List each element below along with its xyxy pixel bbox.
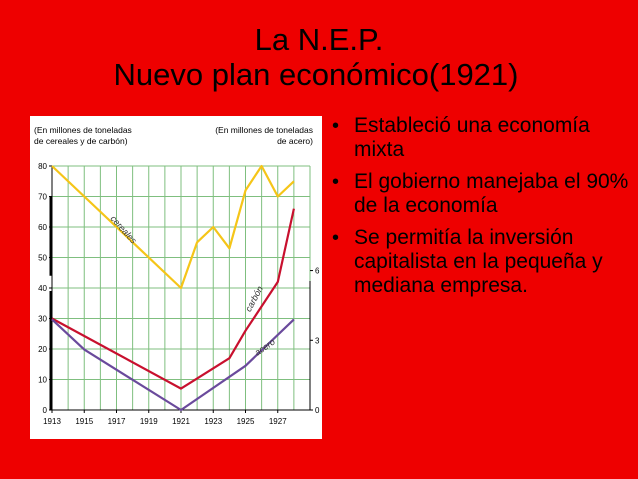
left-tick-label: 80 — [38, 162, 47, 171]
bullet-item: • Estableció una economía mixta — [330, 114, 630, 162]
x-tick-label: 1919 — [140, 417, 158, 426]
bullet-dot-icon: • — [332, 227, 340, 249]
right-tick-label: 6 — [315, 267, 320, 276]
x-tick-label: 1925 — [237, 417, 255, 426]
bullet-dot-icon: • — [332, 115, 340, 137]
left-tick-label: 40 — [38, 284, 47, 293]
title-line-1: La N.E.P. — [254, 22, 384, 57]
bullet-item: • Se permitía la inversión capitalista en… — [330, 226, 630, 298]
right-tick-label: 0 — [315, 406, 320, 415]
slide-title: La N.E.P. Nuevo plan económico(1921) — [0, 22, 638, 92]
left-tick-label: 30 — [38, 315, 47, 324]
right-tick-label: 3 — [315, 336, 320, 345]
left-tick-label: 60 — [38, 223, 47, 232]
chart-axes: 0 10 20 30 40 50 60 70 80 0 3 6 1913 1915 1917 1919 1921… — [38, 162, 320, 426]
title-line-2: Nuevo plan económico(1921) — [113, 57, 519, 92]
bullet-text: Se permitía la inversión capitalista en … — [354, 226, 603, 297]
right-axis-label-line2: de acero) — [277, 136, 313, 146]
bullet-dot-icon: • — [332, 171, 340, 193]
x-tick-label: 1917 — [108, 417, 126, 426]
bullet-list: • Estableció una economía mixta • El gobie… — [330, 114, 630, 306]
left-axis-label-line1: (En millones de toneladas — [34, 125, 132, 135]
series-line-carbón — [51, 208, 295, 390]
bullet-text: Estableció una economía mixta — [354, 114, 590, 161]
series-line-acero — [51, 318, 295, 412]
bullet-item: • El gobierno manejaba el 90% de la econo… — [330, 170, 630, 218]
x-tick-label: 1915 — [75, 417, 93, 426]
series-label-acero: acero — [253, 337, 277, 358]
production-chart: (En millones de toneladas de cereales y … — [30, 116, 322, 439]
left-axis-label-line2: de cereales y de carbón) — [34, 136, 128, 146]
left-tick-label: 50 — [38, 254, 47, 263]
x-tick-label: 1927 — [269, 417, 287, 426]
bullet-text: El gobierno manejaba el 90% de la econom… — [354, 170, 629, 217]
left-tick-label: 20 — [38, 345, 47, 354]
series-label-cereales: cereales — [108, 214, 139, 246]
chart-svg: (En millones de toneladas de cereales y … — [34, 125, 320, 426]
series-line-cereales — [51, 164, 295, 290]
chart-series — [51, 164, 295, 412]
right-axis-label-line1: (En millones de toneladas — [215, 125, 313, 135]
x-tick-label: 1921 — [172, 417, 190, 426]
x-tick-label: 1913 — [43, 417, 61, 426]
left-tick-label: 10 — [38, 376, 47, 385]
x-tick-label: 1923 — [204, 417, 222, 426]
left-tick-label: 70 — [38, 193, 47, 202]
left-tick-label: 0 — [43, 406, 48, 415]
